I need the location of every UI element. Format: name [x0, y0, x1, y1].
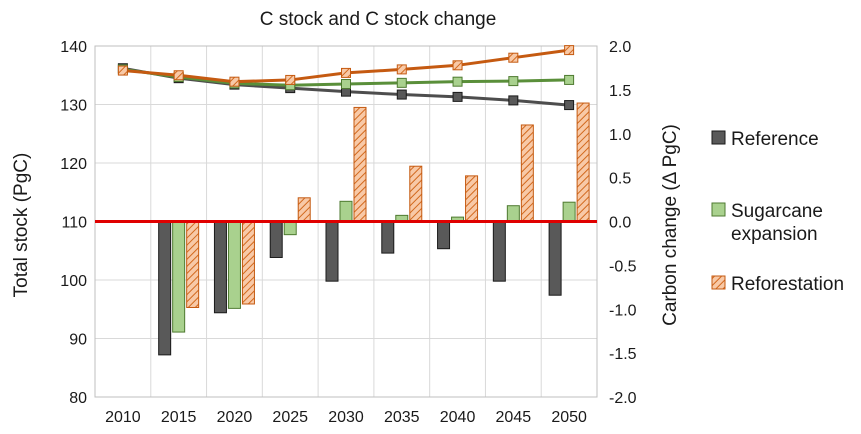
- legend: Reference Sugarcane expansion Reforestation: [711, 129, 844, 295]
- right-tick-label: 1.0: [609, 127, 631, 144]
- marker-reforestation: [396, 64, 407, 75]
- x-tick-label: 2035: [384, 409, 420, 426]
- right-axis-title: Carbon change (Δ PgC): [660, 124, 681, 326]
- marker-reference: [452, 91, 463, 102]
- right-tick-label: 0.0: [609, 215, 631, 232]
- tick-labels: 80 90 100 110 120 130 140 -2.0 -1.5 -1.0 -0.5 0.0 0.…: [60, 39, 636, 426]
- marker-sugarcane-expansion: [396, 77, 407, 88]
- marker-reference: [508, 95, 519, 106]
- bar-reference: [158, 221, 172, 356]
- x-tick-label: 2045: [496, 409, 532, 426]
- marker-reforestation: [117, 65, 128, 76]
- left-tick-label: 110: [61, 215, 87, 232]
- bar-sugarcane-expansion: [562, 201, 576, 223]
- bar-reference: [213, 221, 227, 314]
- bar-sugarcane-expansion: [506, 205, 520, 223]
- right-tick-label: 1.5: [609, 83, 631, 100]
- marker-sugarcane-expansion: [341, 79, 351, 90]
- x-tick-label: 2030: [328, 409, 364, 426]
- right-tick-label: 0.5: [609, 171, 631, 188]
- bar-reforestation: [297, 197, 311, 222]
- left-tick-label: 120: [60, 156, 87, 173]
- right-tick-label: -0.5: [609, 258, 637, 275]
- right-tick-label: -1.0: [609, 302, 637, 319]
- legend-swatch: [711, 130, 726, 145]
- bar-reforestation: [465, 175, 479, 222]
- marker-reference: [396, 89, 407, 100]
- marker-reforestation: [341, 67, 351, 78]
- right-tick-label: -1.5: [609, 346, 637, 363]
- chart-title: C stock and C stock change: [260, 9, 497, 30]
- bar-reforestation: [520, 124, 534, 222]
- left-tick-label: 90: [69, 332, 87, 349]
- bar-reforestation: [409, 165, 423, 222]
- bar-reference: [325, 221, 339, 282]
- bar-reforestation: [186, 221, 200, 308]
- marker-sugarcane-expansion: [508, 76, 519, 87]
- legend-swatch: [711, 275, 726, 290]
- bar-reference: [492, 221, 506, 282]
- marker-reference: [564, 100, 575, 111]
- legend-label: Reforestation: [731, 274, 844, 295]
- bar-reference: [437, 221, 451, 250]
- legend-label: Sugarcane expansion: [731, 201, 823, 245]
- bar-reference: [381, 221, 395, 254]
- x-tick-label: 2025: [272, 409, 308, 426]
- bar-sugarcane-expansion: [227, 221, 241, 309]
- marker-reforestation: [508, 52, 519, 63]
- marker-sugarcane-expansion: [564, 74, 575, 85]
- lines: [117, 45, 575, 111]
- x-tick-label: 2010: [105, 409, 141, 426]
- bar-sugarcane-expansion: [283, 221, 297, 236]
- bar-reforestation: [353, 106, 367, 222]
- bars: [158, 102, 590, 356]
- bar-reference: [548, 221, 562, 296]
- x-tick-label: 2050: [551, 409, 587, 426]
- marker-reforestation: [285, 74, 296, 85]
- legend-label: Reference: [731, 129, 819, 150]
- bar-reforestation: [576, 102, 590, 222]
- bar-sugarcane-expansion: [172, 221, 186, 333]
- legend-swatch: [711, 202, 726, 217]
- marker-reforestation: [173, 70, 184, 81]
- left-tick-label: 100: [60, 273, 87, 290]
- left-tick-label: 80: [69, 390, 87, 407]
- left-axis-title: Total stock (PgC): [11, 153, 32, 298]
- right-tick-label: -2.0: [609, 390, 637, 407]
- marker-reforestation: [564, 45, 575, 56]
- right-tick-label: 2.0: [609, 39, 631, 56]
- marker-reforestation: [452, 60, 463, 71]
- x-tick-label: 2015: [161, 409, 197, 426]
- left-tick-label: 130: [60, 98, 87, 115]
- bar-sugarcane-expansion: [339, 200, 353, 223]
- bar-reforestation: [241, 221, 255, 305]
- x-tick-label: 2040: [440, 409, 476, 426]
- left-tick-label: 140: [60, 39, 87, 56]
- x-tick-label: 2020: [217, 409, 253, 426]
- marker-sugarcane-expansion: [452, 76, 463, 87]
- bar-reference: [269, 221, 283, 258]
- marker-reforestation: [229, 76, 240, 87]
